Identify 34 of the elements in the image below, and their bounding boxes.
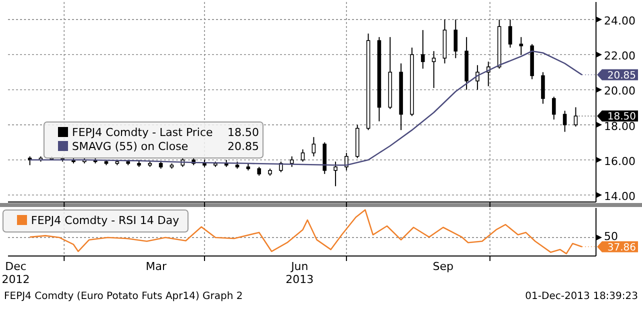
text: 20.85 (228, 140, 259, 153)
candlestick (290, 156, 294, 168)
candlestick (300, 148, 305, 162)
candlestick (432, 50, 436, 88)
legend-label: FEPJ4 Comdty - RSI 14 Day (31, 214, 180, 227)
y-tick-label: 20.00 (604, 84, 636, 98)
text: 01-Dec-2013 18:39:23 (525, 291, 638, 302)
candlestick (552, 96, 556, 120)
legend-label: SMAVG (55) on Close (72, 140, 188, 153)
annotation: 37.86 (607, 242, 636, 254)
data-label: 20.85 (607, 70, 636, 82)
x-tick-label: Dec 2012 (2, 260, 30, 286)
text: 50 (604, 230, 618, 244)
candlestick (519, 36, 524, 56)
candlestick (508, 19, 512, 48)
candlestick (541, 72, 545, 104)
x-tick-label: Mar (146, 260, 168, 273)
candlestick (312, 136, 316, 157)
candlestick (344, 152, 348, 171)
text: FEPJ4 Comdty (Euro Potato Futs Apr14) Graph 2 (4, 291, 243, 302)
candlestick (420, 30, 425, 70)
candlestick (334, 161, 338, 187)
legend-label: FEPJ4 Comdty - Last Price (72, 126, 214, 139)
y-tick-label: 22.00 (604, 50, 636, 63)
candlestick (279, 161, 283, 173)
text: 18.50 (228, 126, 259, 139)
y-tick-label: 14.00 (604, 190, 636, 203)
x-tick-label: Jun 2013 (286, 260, 314, 286)
x-tick-label: Sep (432, 260, 454, 273)
candlestick (454, 19, 458, 59)
y-tick-label: 16.00 (604, 154, 636, 168)
candlestick (562, 110, 567, 132)
y-tick-label: 24.00 (604, 14, 636, 28)
candlestick (476, 64, 480, 90)
